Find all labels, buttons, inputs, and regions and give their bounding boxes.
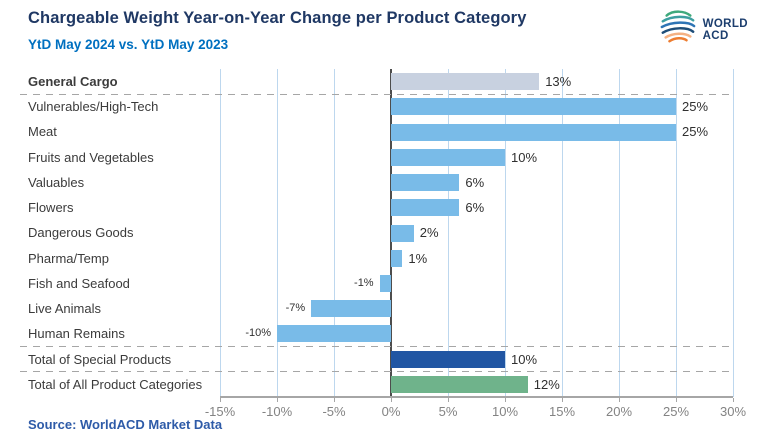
category-label: Fish and Seafood xyxy=(28,275,130,291)
source-note: Source: WorldACD Market Data xyxy=(28,417,223,432)
x-tick-label: 10% xyxy=(491,404,519,419)
x-tick-label: 0% xyxy=(381,404,401,419)
page-subtitle: YtD May 2024 vs. YtD May 2023 xyxy=(28,37,229,52)
bar xyxy=(311,300,391,318)
x-tick-label: 30% xyxy=(719,404,747,419)
value-label: 6% xyxy=(465,174,485,190)
x-axis-tick xyxy=(676,398,677,402)
x-axis-tick xyxy=(562,398,563,402)
bar xyxy=(391,350,505,368)
bar xyxy=(391,73,540,91)
x-tick-label: -15% xyxy=(204,404,236,419)
value-label: 1% xyxy=(408,250,428,266)
gridline xyxy=(333,69,335,397)
category-label: Flowers xyxy=(28,200,74,216)
value-label: 10% xyxy=(511,351,538,367)
page-title: Chargeable Weight Year-on-Year Change pe… xyxy=(28,9,527,27)
x-tick-label: -5% xyxy=(322,404,346,419)
separator-line xyxy=(20,371,733,373)
gridline xyxy=(618,69,620,397)
bar xyxy=(277,325,391,343)
x-axis-tick xyxy=(619,398,620,402)
separator-line xyxy=(20,93,733,95)
x-axis-tick xyxy=(448,398,449,402)
x-axis-tick xyxy=(334,398,335,402)
value-label: 6% xyxy=(465,200,485,216)
bar xyxy=(391,98,676,116)
x-tick-label: 15% xyxy=(548,404,576,419)
bar xyxy=(379,274,391,292)
gridline xyxy=(675,69,677,397)
bar-chart: General Cargo 13% Vulnerables/High-Tech 25%… xyxy=(0,69,768,429)
category-label: Vulnerables/High-Tech xyxy=(28,99,159,115)
category-label: Fruits and Vegetables xyxy=(28,149,154,165)
value-label: 2% xyxy=(419,225,439,241)
category-label: Valuables xyxy=(28,174,85,190)
x-tick-label: -10% xyxy=(261,404,293,419)
bar xyxy=(391,174,460,192)
x-axis-tick xyxy=(505,398,506,402)
category-label: Dangerous Goods xyxy=(28,225,134,241)
value-label: -7% xyxy=(285,302,306,315)
x-axis-tick xyxy=(733,398,734,402)
category-label: Total of All Product Categories xyxy=(28,376,203,392)
value-label: 25% xyxy=(682,99,709,115)
category-label: Human Remains xyxy=(28,326,125,342)
value-label: 12% xyxy=(533,376,560,392)
category-label: Meat xyxy=(28,124,57,140)
category-label: Pharma/Temp xyxy=(28,250,109,266)
bar xyxy=(391,199,460,217)
x-axis-tick xyxy=(391,398,392,402)
worldacd-logo: WORLD ACD xyxy=(659,8,748,51)
bar xyxy=(391,123,676,141)
worldacd-globe-icon xyxy=(659,8,697,51)
gridline xyxy=(732,69,734,397)
logo-word-world: WORLD xyxy=(702,17,748,30)
gridline xyxy=(219,69,221,397)
bar xyxy=(391,249,403,267)
x-axis-tick xyxy=(277,398,278,402)
bar xyxy=(391,148,505,166)
bar xyxy=(391,224,414,242)
x-axis-line xyxy=(220,396,733,398)
separator-line xyxy=(20,346,733,348)
gridline xyxy=(276,69,278,397)
category-label: Live Animals xyxy=(28,301,101,317)
x-tick-label: 5% xyxy=(438,404,458,419)
value-label: 10% xyxy=(511,149,538,165)
gridline xyxy=(504,69,506,397)
worldacd-logo-text: WORLD ACD xyxy=(703,18,748,42)
value-label: -1% xyxy=(354,276,374,289)
gridline xyxy=(561,69,563,397)
gridline xyxy=(447,69,449,397)
category-label: Total of Special Products xyxy=(28,351,172,367)
logo-word-acd: ACD xyxy=(702,29,729,42)
x-axis-tick xyxy=(220,398,221,402)
x-tick-label: 25% xyxy=(662,404,690,419)
value-label: 13% xyxy=(545,74,572,89)
value-label: -10% xyxy=(245,327,271,340)
value-label: 25% xyxy=(682,124,709,140)
bar xyxy=(391,375,528,393)
category-label: General Cargo xyxy=(28,74,118,89)
x-tick-label: 20% xyxy=(605,404,633,419)
